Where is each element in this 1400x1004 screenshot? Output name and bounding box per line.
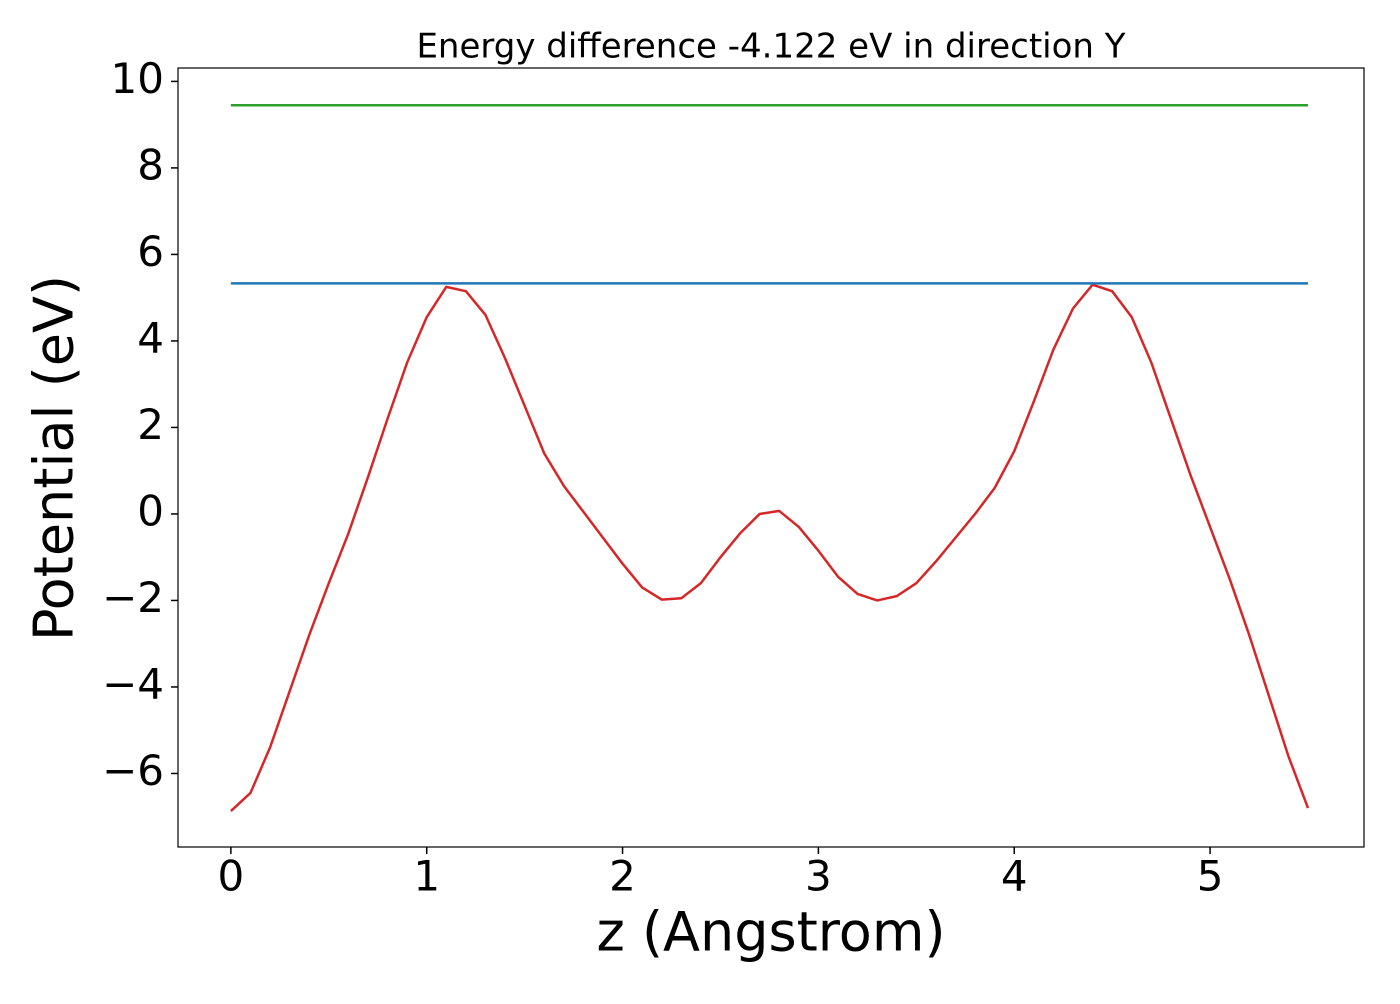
x-tick-label: 4 [1001,852,1028,901]
chart-title: Energy difference -4.122 eV in direction… [416,27,1125,67]
y-tick-label: 8 [137,140,164,189]
y-tick-label: 2 [137,400,164,449]
y-tick-label: −2 [102,573,164,622]
x-tick-label: 2 [609,852,636,901]
x-tick-label: 0 [218,852,245,901]
y-axis-label: Potential (eV) [23,275,86,641]
y-tick-label: 10 [111,54,164,103]
series-line [230,283,1310,813]
x-tick-label: 5 [1197,852,1224,901]
y-tick-label: 4 [137,313,164,362]
x-tick-label: 1 [413,852,440,901]
x-tick-label: 3 [805,852,832,901]
y-tick-label: −6 [102,746,164,795]
x-axis-label: z (Angstrom) [596,901,945,964]
y-tick-label: 0 [137,486,164,535]
axes-frame [177,67,1365,848]
y-tick-label: 6 [137,227,164,276]
y-tick-label: −4 [102,659,164,708]
